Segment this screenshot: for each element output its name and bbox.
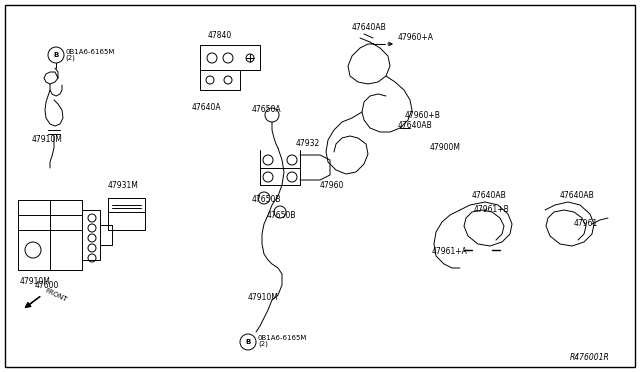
Text: 47910M: 47910M	[32, 135, 63, 144]
Circle shape	[240, 334, 256, 350]
Circle shape	[88, 224, 96, 232]
Text: 47600: 47600	[35, 282, 60, 291]
Text: 47650B: 47650B	[267, 211, 296, 219]
Text: 47961: 47961	[574, 219, 598, 228]
Circle shape	[246, 54, 254, 62]
Text: 47931M: 47931M	[108, 182, 139, 190]
Circle shape	[88, 214, 96, 222]
Text: 47900M: 47900M	[430, 144, 461, 153]
Text: 47640AB: 47640AB	[398, 121, 433, 129]
Text: 0B1A6-6165M: 0B1A6-6165M	[258, 335, 307, 341]
Text: 47650A: 47650A	[252, 106, 282, 115]
Circle shape	[274, 206, 286, 218]
Text: B: B	[245, 339, 251, 345]
Circle shape	[224, 76, 232, 84]
Text: 47640A: 47640A	[192, 103, 221, 112]
Text: 47960+A: 47960+A	[398, 33, 434, 42]
Text: 47910M: 47910M	[248, 294, 279, 302]
Text: R476001R: R476001R	[570, 353, 610, 362]
Text: B: B	[53, 52, 59, 58]
Circle shape	[206, 76, 214, 84]
Text: 47640AB: 47640AB	[560, 192, 595, 201]
Text: 47640AB: 47640AB	[472, 192, 507, 201]
Circle shape	[265, 108, 279, 122]
Circle shape	[263, 155, 273, 165]
Circle shape	[207, 53, 217, 63]
Text: 47960: 47960	[320, 180, 344, 189]
Circle shape	[88, 244, 96, 252]
Text: FRONT: FRONT	[44, 287, 68, 303]
Circle shape	[287, 155, 297, 165]
Text: 47961+B: 47961+B	[474, 205, 509, 215]
Circle shape	[263, 172, 273, 182]
Text: (2): (2)	[65, 55, 75, 61]
Text: 47640AB: 47640AB	[352, 23, 387, 32]
Text: 0B1A6-6165M: 0B1A6-6165M	[65, 49, 115, 55]
Circle shape	[287, 172, 297, 182]
Circle shape	[88, 234, 96, 242]
Circle shape	[223, 53, 233, 63]
Circle shape	[258, 192, 270, 204]
Text: 47840: 47840	[208, 31, 232, 39]
Text: 47932: 47932	[296, 138, 320, 148]
Text: 47961+A: 47961+A	[432, 247, 468, 257]
Circle shape	[88, 254, 96, 262]
Text: 47960+B: 47960+B	[405, 110, 441, 119]
Text: 47650B: 47650B	[252, 196, 282, 205]
Circle shape	[25, 242, 41, 258]
Circle shape	[48, 47, 64, 63]
Text: 47910M: 47910M	[20, 278, 51, 286]
Text: (2): (2)	[258, 341, 268, 347]
